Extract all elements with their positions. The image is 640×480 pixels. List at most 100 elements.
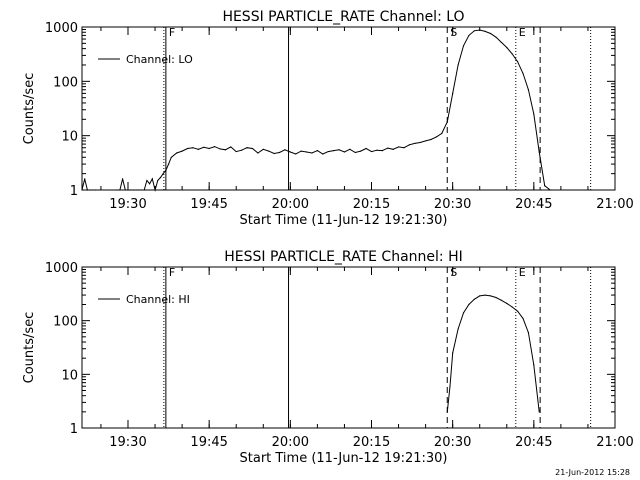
data-point [468, 34, 470, 37]
data-point [295, 153, 297, 155]
data-point [457, 64, 459, 66]
data-point [124, 189, 126, 191]
data-point [414, 142, 416, 145]
data-point [181, 150, 183, 152]
data-point [495, 296, 497, 299]
data-point [425, 140, 427, 142]
data-point [522, 317, 524, 320]
data-point [119, 189, 121, 191]
data-point [167, 163, 170, 165]
data-point [284, 149, 286, 151]
data-point [219, 148, 221, 150]
data-series-line [446, 294, 540, 412]
data-point [81, 189, 83, 191]
legend-label: Channel: LO [126, 53, 193, 66]
data-point [516, 61, 519, 63]
data-point [549, 189, 551, 191]
data-point [333, 150, 335, 152]
data-point [132, 189, 135, 191]
plot-frame [81, 266, 616, 429]
data-point [533, 113, 535, 115]
data-point [159, 176, 162, 179]
data-point [544, 185, 546, 187]
data-point [135, 189, 137, 191]
data-point [365, 147, 367, 150]
data-point [165, 169, 167, 171]
data-point [316, 150, 318, 152]
data-point [146, 179, 148, 182]
data-point [430, 138, 432, 141]
data-point [354, 151, 356, 154]
data-point [278, 151, 281, 154]
y-tick-label: 1000 [45, 21, 78, 36]
y-tick-label: 100 [53, 315, 78, 330]
data-point [495, 36, 497, 38]
time-marker-label: E [519, 266, 526, 279]
data-point [538, 411, 540, 413]
data-point [176, 152, 178, 154]
data-point [140, 189, 143, 191]
x-axis-label: Start Time (11-Jun-12 19:21:30) [240, 213, 448, 228]
data-point [370, 150, 373, 153]
data-point [143, 189, 145, 191]
data-point [527, 89, 530, 91]
y-axis-label: Counts/sec [22, 312, 37, 384]
data-point [516, 310, 519, 312]
x-tick-label: 19:30 [109, 435, 146, 450]
x-tick-label: 20:30 [434, 435, 471, 450]
data-point [449, 385, 451, 387]
data-point [149, 183, 151, 185]
data-point [360, 150, 362, 152]
data-point [86, 189, 89, 191]
y-tick-label: 1000 [45, 261, 78, 276]
x-tick-label: 21:00 [596, 435, 633, 450]
x-axis-label: Start Time (11-Jun-12 19:21:30) [240, 451, 448, 466]
data-point [462, 312, 465, 314]
data-point [186, 147, 189, 150]
data-point [208, 147, 210, 150]
data-point [473, 298, 475, 300]
data-point [500, 41, 502, 44]
x-tick-label: 21:00 [596, 197, 633, 212]
data-point [121, 178, 124, 180]
data-point [311, 152, 313, 154]
data-point [506, 46, 508, 49]
data-point [462, 45, 465, 47]
data-point [511, 53, 513, 55]
data-point [154, 189, 156, 191]
chart-title: HESSI PARTICLE_RATE Channel: LO [222, 9, 464, 25]
y-tick-label: 1 [70, 184, 78, 199]
time-marker-label: E [519, 26, 526, 39]
chart-panel-hi: HESSI PARTICLE_RATE Channel: HI 1 10 100 100… [22, 249, 634, 466]
data-point [273, 152, 275, 155]
data-point [408, 144, 410, 146]
data-point [511, 306, 513, 308]
x-tick-label: 20:15 [353, 435, 390, 450]
data-point [116, 189, 118, 191]
footer-timestamp: 21-Jun-2012 15:28 [555, 468, 630, 477]
time-marker-label: S [450, 266, 457, 279]
data-point [349, 148, 351, 150]
x-tick-label: 20:30 [434, 197, 471, 212]
data-point [533, 364, 535, 366]
time-marker-label: F [169, 26, 175, 39]
data-point [484, 30, 486, 32]
legend-label: Channel: HI [126, 293, 190, 306]
data-point [127, 189, 129, 191]
data-point [268, 150, 270, 152]
data-point [305, 151, 308, 153]
data-point [446, 121, 448, 123]
x-tick-label: 20:45 [515, 197, 552, 212]
data-point [327, 150, 329, 153]
data-point [192, 147, 194, 149]
data-point [203, 146, 205, 148]
x-tick-label: 20:00 [272, 197, 309, 212]
data-point [473, 30, 475, 32]
data-point [435, 136, 438, 138]
data-point [130, 189, 132, 191]
data-point [538, 151, 540, 153]
y-tick-label: 1 [70, 422, 78, 437]
data-point [89, 189, 91, 191]
y-tick-label: 10 [61, 368, 78, 383]
data-point [457, 328, 459, 330]
